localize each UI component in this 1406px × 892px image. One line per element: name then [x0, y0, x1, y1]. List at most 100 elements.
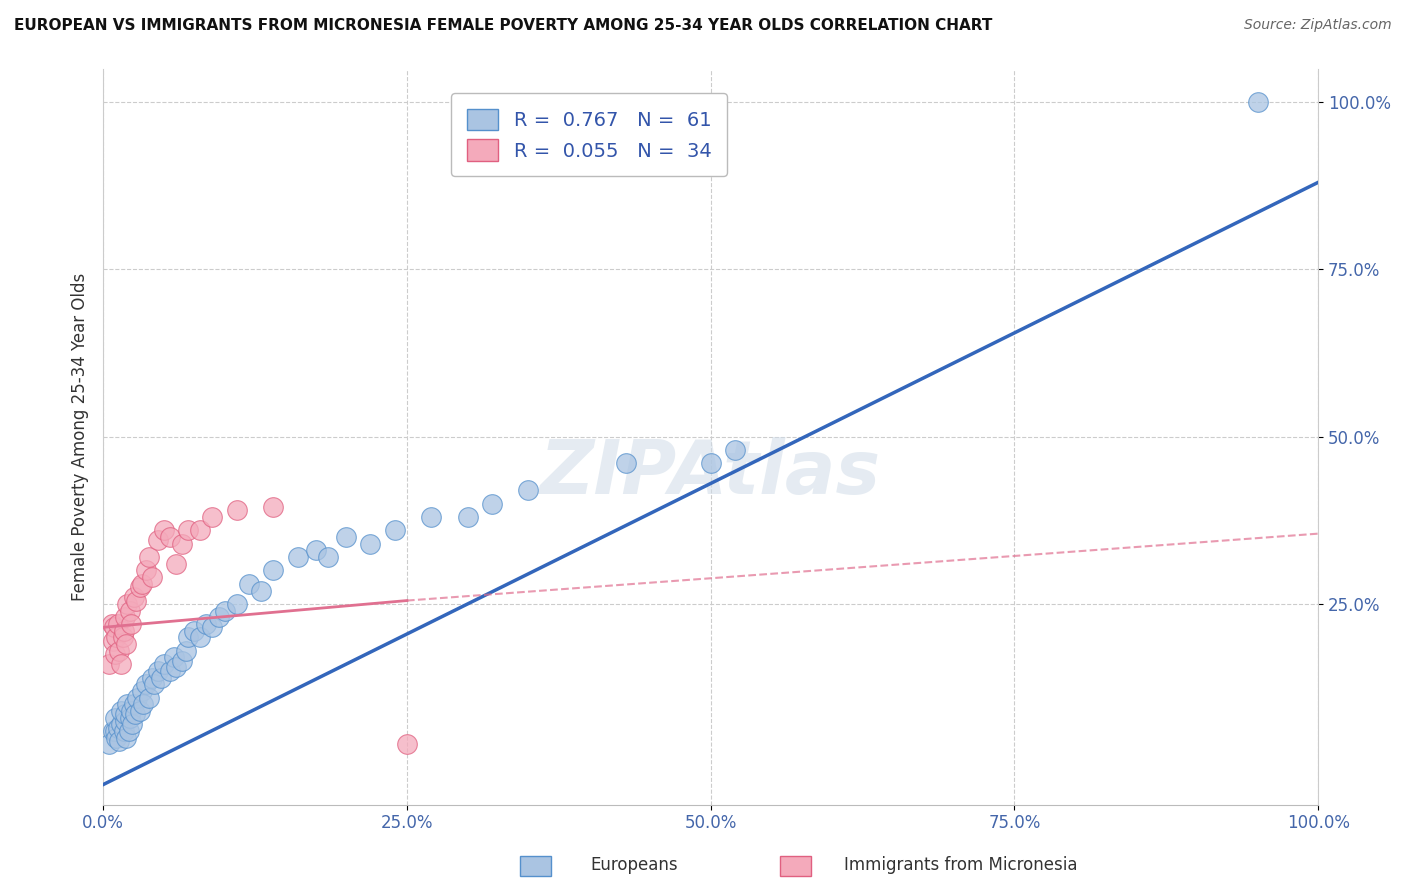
Legend: R =  0.767   N =  61, R =  0.055   N =  34: R = 0.767 N = 61, R = 0.055 N = 34 [451, 93, 727, 177]
Point [201, 620, 224, 634]
Point [207, 610, 229, 624]
Point [724, 442, 747, 457]
Point [214, 604, 236, 618]
Point [122, 698, 145, 712]
Point [359, 537, 381, 551]
Point [108, 644, 131, 658]
Point [112, 624, 135, 638]
Point [250, 583, 273, 598]
Point [117, 597, 139, 611]
Point [305, 543, 328, 558]
Point [225, 503, 247, 517]
Point [132, 698, 155, 712]
Point [262, 500, 284, 514]
Point [131, 684, 153, 698]
Point [162, 650, 184, 665]
Point [118, 711, 141, 725]
Point [104, 711, 127, 725]
Point [101, 724, 124, 739]
Point [128, 704, 150, 718]
Point [127, 690, 149, 705]
Point [112, 724, 135, 739]
Point [110, 657, 132, 672]
Point [141, 671, 163, 685]
Point [177, 631, 200, 645]
Point [159, 664, 181, 678]
Point [128, 580, 150, 594]
Point [114, 610, 136, 624]
Point [114, 707, 136, 722]
Point [131, 577, 153, 591]
Text: ZIPAtlas: ZIPAtlas [540, 437, 882, 510]
Point [174, 644, 197, 658]
Point [115, 637, 138, 651]
Point [110, 717, 132, 731]
Point [105, 731, 128, 745]
Point [146, 533, 169, 548]
Point [153, 523, 176, 537]
Point [699, 456, 721, 470]
Point [614, 456, 637, 470]
Text: EUROPEAN VS IMMIGRANTS FROM MICRONESIA FEMALE POVERTY AMONG 25-34 YEAR OLDS CORR: EUROPEAN VS IMMIGRANTS FROM MICRONESIA F… [14, 18, 993, 33]
Text: Europeans: Europeans [591, 855, 678, 873]
Point [384, 523, 406, 537]
Point [177, 523, 200, 537]
Point [98, 738, 121, 752]
Point [117, 698, 139, 712]
Point [395, 738, 418, 752]
Point [124, 707, 146, 722]
Point [481, 496, 503, 510]
Point [172, 537, 194, 551]
Point [172, 654, 194, 668]
Point [138, 690, 160, 705]
Point [150, 671, 173, 685]
Point [115, 731, 138, 745]
Point [107, 617, 129, 632]
Point [143, 677, 166, 691]
Point [153, 657, 176, 672]
Point [517, 483, 540, 497]
Point [135, 564, 157, 578]
Text: Source: ZipAtlas.com: Source: ZipAtlas.com [1244, 18, 1392, 32]
Point [103, 620, 125, 634]
Point [420, 509, 443, 524]
Point [105, 631, 128, 645]
Point [100, 617, 122, 632]
Point [141, 570, 163, 584]
Point [165, 660, 187, 674]
Point [125, 593, 148, 607]
Point [111, 631, 134, 645]
Point [114, 714, 136, 728]
Point [110, 704, 132, 718]
Point [120, 617, 142, 632]
Point [183, 624, 205, 638]
Point [117, 724, 139, 739]
Point [335, 530, 357, 544]
Point [1246, 95, 1268, 109]
Point [108, 734, 131, 748]
Point [122, 591, 145, 605]
Point [262, 564, 284, 578]
Point [107, 721, 129, 735]
Point [188, 523, 211, 537]
Point [457, 509, 479, 524]
Point [287, 550, 309, 565]
Point [121, 717, 143, 731]
Point [104, 647, 127, 661]
Point [104, 724, 127, 739]
Point [201, 509, 224, 524]
Point [120, 704, 142, 718]
Point [98, 657, 121, 672]
Point [146, 664, 169, 678]
Point [188, 631, 211, 645]
Point [135, 677, 157, 691]
Point [238, 577, 260, 591]
Point [225, 597, 247, 611]
Y-axis label: Female Poverty Among 25-34 Year Olds: Female Poverty Among 25-34 Year Olds [72, 272, 89, 600]
Point [138, 550, 160, 565]
Point [101, 633, 124, 648]
Point [316, 550, 339, 565]
Point [195, 617, 218, 632]
Point [165, 557, 187, 571]
Text: Immigrants from Micronesia: Immigrants from Micronesia [844, 855, 1077, 873]
